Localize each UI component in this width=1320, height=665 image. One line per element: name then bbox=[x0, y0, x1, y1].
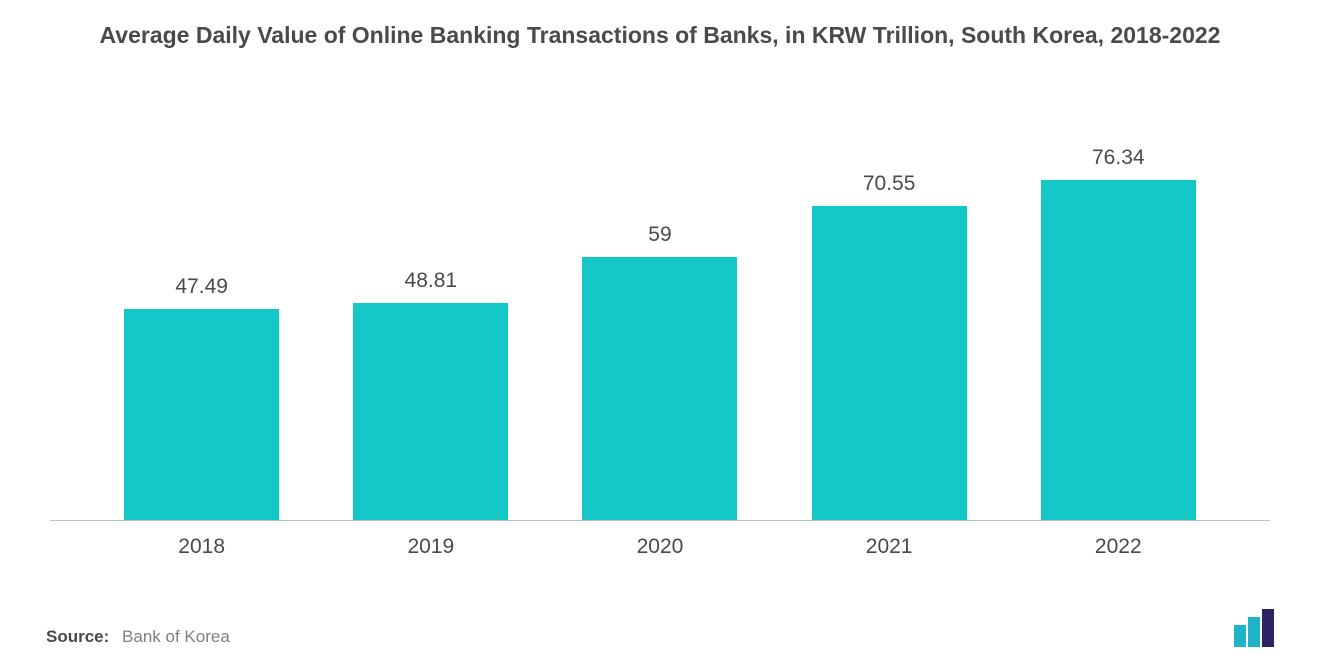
bar-value-label: 59 bbox=[648, 223, 671, 247]
bar-col-1: 48.81 bbox=[353, 111, 508, 520]
bar-1 bbox=[353, 303, 508, 520]
bar-value-label: 76.34 bbox=[1092, 146, 1145, 170]
bar-value-label: 47.49 bbox=[175, 275, 228, 299]
x-label: 2022 bbox=[1041, 535, 1196, 559]
bar-col-2: 59 bbox=[582, 111, 737, 520]
x-axis-labels: 2018 2019 2020 2021 2022 bbox=[50, 535, 1270, 559]
logo-bar bbox=[1262, 609, 1274, 647]
x-label: 2020 bbox=[582, 535, 737, 559]
source-line: Source: Bank of Korea bbox=[46, 627, 230, 647]
x-label: 2018 bbox=[124, 535, 279, 559]
chart-footer: Source: Bank of Korea bbox=[40, 609, 1280, 647]
chart-container: Average Daily Value of Online Banking Tr… bbox=[0, 0, 1320, 665]
chart-title: Average Daily Value of Online Banking Tr… bbox=[40, 20, 1280, 51]
bar-3 bbox=[812, 206, 967, 520]
bar-col-0: 47.49 bbox=[124, 111, 279, 520]
x-label: 2019 bbox=[353, 535, 508, 559]
brand-logo-icon bbox=[1234, 609, 1274, 647]
bar-col-4: 76.34 bbox=[1041, 111, 1196, 520]
logo-bar bbox=[1248, 617, 1260, 647]
x-label: 2021 bbox=[812, 535, 967, 559]
bar-2 bbox=[582, 257, 737, 520]
bar-col-3: 70.55 bbox=[812, 111, 967, 520]
bar-value-label: 48.81 bbox=[405, 269, 458, 293]
bar-0 bbox=[124, 309, 279, 521]
logo-bar bbox=[1234, 625, 1246, 647]
source-label: Source: bbox=[46, 627, 109, 646]
bar-4 bbox=[1041, 180, 1196, 520]
source-text: Bank of Korea bbox=[122, 627, 230, 646]
plot-area: 47.49 48.81 59 70.55 76.34 bbox=[50, 111, 1270, 521]
bar-value-label: 70.55 bbox=[863, 172, 916, 196]
